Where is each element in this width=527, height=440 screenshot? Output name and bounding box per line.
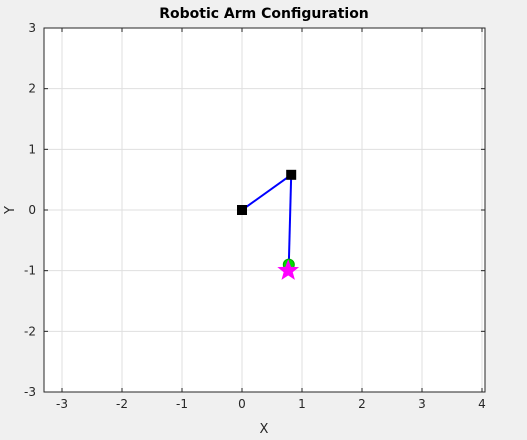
x-tick-label: 2	[358, 397, 366, 411]
x-tick-label: 1	[298, 397, 306, 411]
y-tick-label: 0	[28, 203, 36, 217]
joint-marker-1	[237, 205, 247, 215]
data-layer	[237, 169, 300, 280]
arm-link-1	[241, 173, 292, 211]
y-tick-label: 2	[28, 82, 36, 96]
x-tick-label: -1	[176, 397, 188, 411]
x-axis-label: X	[260, 422, 269, 436]
y-tick-label: 3	[28, 21, 36, 35]
y-tick-label: 1	[28, 142, 36, 156]
y-tick-label: -1	[24, 264, 36, 278]
y-axis-label: Y	[3, 206, 18, 215]
chart-title: Robotic Arm Configuration	[159, 6, 369, 22]
x-tick-label: 3	[418, 397, 426, 411]
target-star-marker	[277, 259, 300, 280]
y-tick-label: -2	[24, 324, 36, 338]
x-tick-label: 0	[238, 397, 246, 411]
x-tick-label: -2	[116, 397, 128, 411]
x-tick-label: 4	[478, 397, 486, 411]
x-tick-label: -3	[56, 397, 68, 411]
y-tick-label: -3	[24, 385, 36, 399]
arm-link-2	[287, 174, 293, 265]
axes: -3 -2 -1 0 1 2 3 4 -3 -2 -1 0 1 2 3	[24, 21, 486, 411]
joint-marker-2	[286, 169, 297, 180]
